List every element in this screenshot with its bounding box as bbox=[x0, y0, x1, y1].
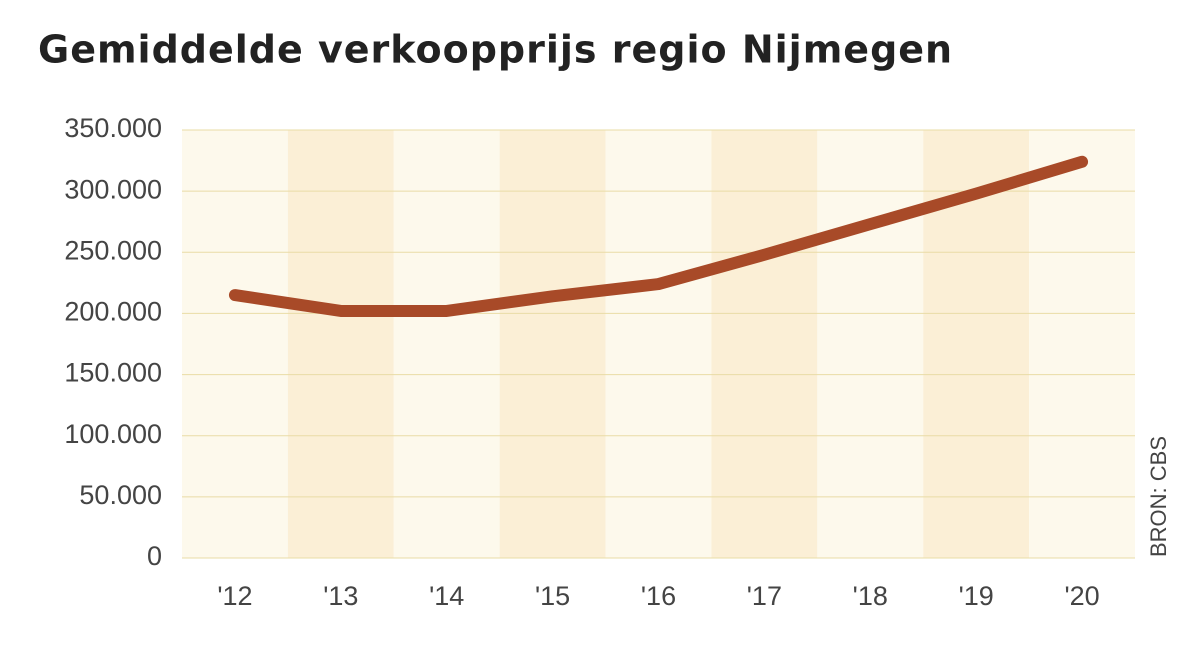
x-tick-label: '17 bbox=[747, 581, 782, 611]
band bbox=[393, 130, 500, 558]
y-tick-label: 250.000 bbox=[64, 235, 162, 265]
band bbox=[817, 130, 924, 558]
band bbox=[711, 130, 818, 558]
y-tick-label: 0 bbox=[147, 541, 162, 571]
y-tick-label: 150.000 bbox=[64, 358, 162, 388]
y-tick-label: 350.000 bbox=[64, 113, 162, 143]
y-tick-label: 50.000 bbox=[79, 480, 162, 510]
band bbox=[287, 130, 394, 558]
x-tick-label: '18 bbox=[853, 581, 888, 611]
x-tick-label: '12 bbox=[217, 581, 252, 611]
line bbox=[228, 155, 1089, 317]
x-tick-label: '13 bbox=[323, 581, 358, 611]
band bbox=[605, 130, 712, 558]
y-tick-label: 300.000 bbox=[64, 174, 162, 204]
x-tick-label: '16 bbox=[641, 581, 676, 611]
band bbox=[1029, 130, 1135, 558]
x-tick-label: '19 bbox=[959, 581, 994, 611]
y-tick-label: 200.000 bbox=[64, 297, 162, 327]
x-tick-label: '14 bbox=[429, 581, 464, 611]
x-tick-label: '20 bbox=[1064, 581, 1099, 611]
source: BRON: CBS bbox=[1146, 436, 1171, 557]
x-tick-label: '15 bbox=[535, 581, 570, 611]
y-tick-label: 100.000 bbox=[64, 419, 162, 449]
chart-title: Gemiddelde verkoopprijs regio Nijmegen bbox=[38, 28, 953, 72]
band bbox=[182, 130, 288, 558]
band bbox=[499, 130, 606, 558]
